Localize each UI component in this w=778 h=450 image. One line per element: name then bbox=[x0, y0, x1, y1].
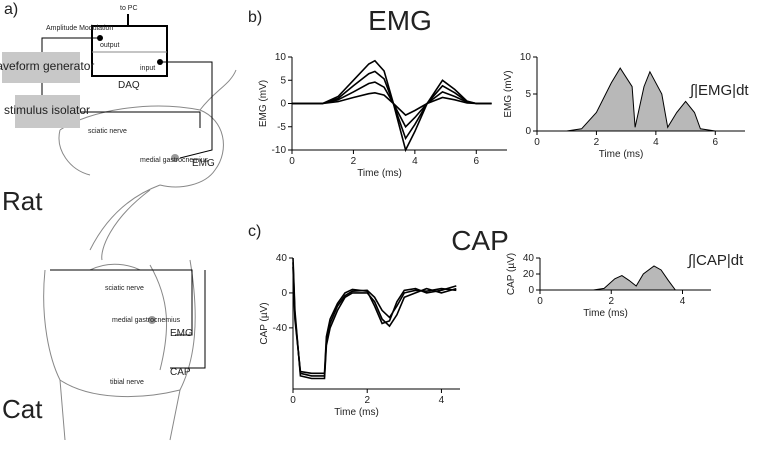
panel-label: c) bbox=[248, 223, 261, 240]
x-tick-label: 6 bbox=[713, 137, 719, 148]
label: EMG bbox=[192, 158, 215, 169]
x-tick-label: 0 bbox=[290, 395, 296, 406]
label: output bbox=[100, 42, 120, 49]
input-dot bbox=[157, 59, 163, 65]
x-axis-label: Time (ms) bbox=[334, 407, 379, 418]
area bbox=[540, 265, 711, 291]
x-tick-label: 0 bbox=[534, 137, 540, 148]
x-axis-label: Time (ms) bbox=[583, 308, 628, 319]
y-tick-label: 20 bbox=[523, 269, 535, 280]
animal-label: Rat bbox=[2, 186, 43, 216]
label: CAP bbox=[170, 367, 191, 378]
label: sciatic nerve bbox=[105, 285, 144, 292]
trace bbox=[292, 70, 492, 141]
x-tick-label: 2 bbox=[594, 137, 600, 148]
trace bbox=[292, 81, 492, 129]
y-tick-label: 40 bbox=[276, 253, 288, 264]
y-axis-label: CAP (µV) bbox=[506, 253, 517, 295]
label: medial gastrocnemius bbox=[112, 317, 181, 324]
trace bbox=[292, 91, 492, 117]
x-tick-label: 4 bbox=[412, 156, 418, 167]
label: sciatic nerve bbox=[88, 128, 127, 135]
trace bbox=[292, 257, 457, 380]
animal-outlines bbox=[43, 69, 237, 441]
y-axis-label: CAP (µV) bbox=[259, 302, 270, 344]
trace bbox=[292, 59, 492, 153]
x-tick-label: 4 bbox=[680, 296, 686, 307]
y-tick-label: 0 bbox=[280, 99, 286, 110]
label: input bbox=[140, 65, 155, 72]
y-tick-label: -5 bbox=[277, 122, 286, 133]
label: Amplitude Modulation bbox=[46, 25, 113, 32]
y-axis-label: EMG (mV) bbox=[258, 80, 269, 127]
label: EMG bbox=[170, 328, 193, 339]
wiring bbox=[41, 14, 213, 369]
y-tick-label: 5 bbox=[280, 75, 286, 86]
x-tick-label: 2 bbox=[608, 296, 614, 307]
animal-label: Cat bbox=[2, 394, 43, 424]
panel-label: a) bbox=[4, 1, 18, 18]
x-tick-label: 4 bbox=[653, 137, 659, 148]
label: tibial nerve bbox=[110, 379, 144, 386]
label: waveform generator bbox=[0, 59, 94, 73]
annotation: ∫|EMG|dt bbox=[689, 82, 749, 99]
label: medial gastrocnemius bbox=[140, 157, 209, 164]
x-tick-label: 2 bbox=[364, 395, 370, 406]
x-tick-label: 0 bbox=[537, 296, 543, 307]
electrode bbox=[148, 316, 156, 324]
output-dot bbox=[97, 35, 103, 41]
y-tick-label: 10 bbox=[275, 52, 287, 63]
y-tick-label: 0 bbox=[528, 285, 534, 296]
stimulus-isolator-box bbox=[15, 95, 80, 128]
chart-title: CAP bbox=[451, 225, 509, 256]
panel-label: b) bbox=[248, 9, 262, 26]
trace bbox=[292, 266, 457, 375]
label: DAQ bbox=[118, 80, 140, 91]
label: stimulus isolator bbox=[4, 103, 90, 117]
label: to PC bbox=[120, 5, 138, 12]
chart-title: EMG bbox=[368, 5, 432, 36]
y-tick-label: -40 bbox=[273, 323, 288, 334]
y-tick-label: 10 bbox=[520, 52, 532, 63]
y-tick-label: 40 bbox=[523, 253, 535, 264]
waveform-generator-box bbox=[2, 52, 80, 83]
electrode bbox=[171, 154, 179, 162]
x-tick-label: 0 bbox=[289, 156, 295, 167]
y-tick-label: -10 bbox=[272, 145, 287, 156]
y-tick-label: 0 bbox=[525, 126, 531, 137]
y-axis-label: EMG (mV) bbox=[503, 70, 514, 117]
x-tick-label: 4 bbox=[439, 395, 445, 406]
x-axis-label: Time (ms) bbox=[599, 149, 644, 160]
x-axis-label: Time (ms) bbox=[357, 168, 402, 179]
x-tick-label: 6 bbox=[474, 156, 480, 167]
x-tick-label: 2 bbox=[351, 156, 357, 167]
y-tick-label: 5 bbox=[525, 89, 531, 100]
trace bbox=[292, 262, 457, 377]
area bbox=[537, 67, 745, 132]
y-tick-label: 0 bbox=[281, 288, 287, 299]
annotation: ∫|CAP|dt bbox=[687, 252, 744, 269]
